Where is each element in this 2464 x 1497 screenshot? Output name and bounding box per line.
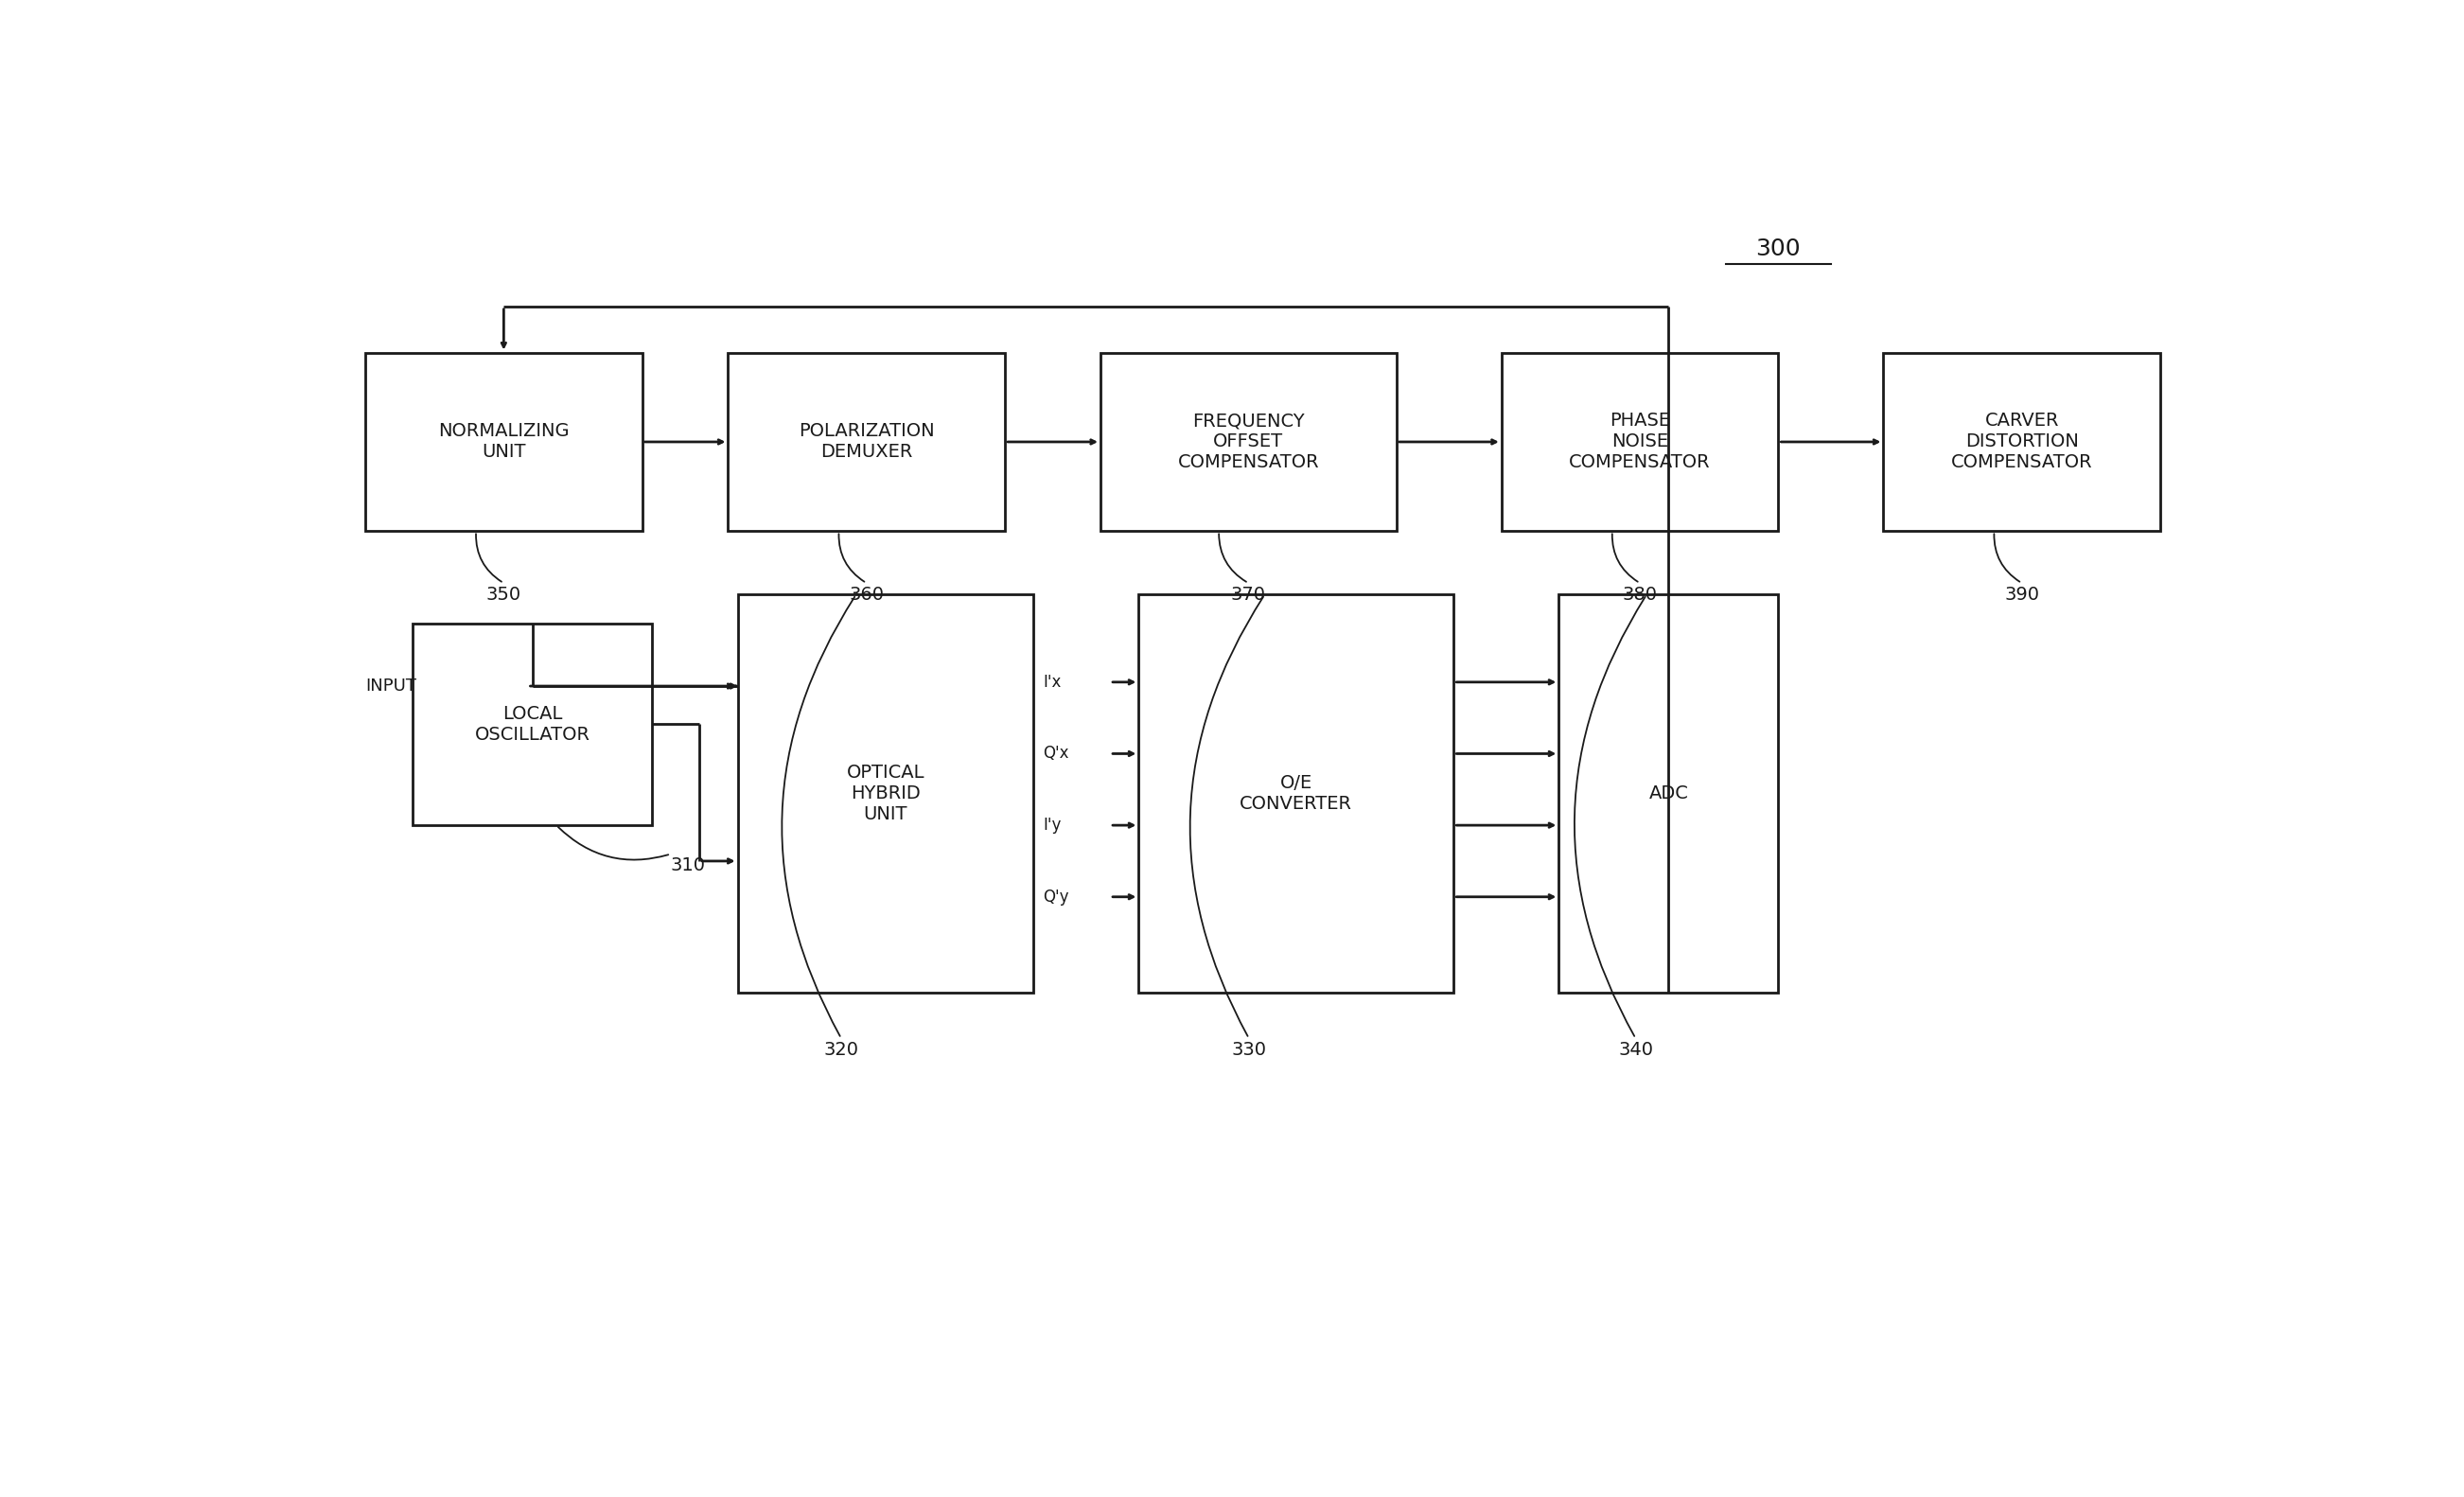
Text: 360: 360: [850, 585, 885, 603]
Bar: [729, 352, 1005, 531]
Text: Q'y: Q'y: [1042, 888, 1069, 906]
Text: NORMALIZING
UNIT: NORMALIZING UNIT: [439, 422, 569, 461]
Bar: [365, 352, 643, 531]
Text: PHASE
NOISE
COMPENSATOR: PHASE NOISE COMPENSATOR: [1570, 412, 1710, 472]
Text: 340: 340: [1619, 1040, 1653, 1058]
Text: I'x: I'x: [1042, 674, 1062, 690]
Text: CARVER
DISTORTION
COMPENSATOR: CARVER DISTORTION COMPENSATOR: [1951, 412, 2092, 472]
Text: FREQUENCY
OFFSET
COMPENSATOR: FREQUENCY OFFSET COMPENSATOR: [1178, 412, 1318, 472]
Bar: [1501, 352, 1779, 531]
Bar: [1138, 594, 1454, 993]
Text: I'y: I'y: [1042, 817, 1062, 834]
Bar: [414, 623, 650, 825]
Text: 310: 310: [670, 856, 705, 874]
Text: INPUT: INPUT: [365, 678, 416, 695]
Text: Q'x: Q'x: [1042, 746, 1069, 762]
Text: O/E
CONVERTER: O/E CONVERTER: [1239, 774, 1353, 813]
Text: LOCAL
OSCILLATOR: LOCAL OSCILLATOR: [476, 705, 589, 744]
Text: ADC: ADC: [1648, 784, 1688, 802]
Text: 300: 300: [1757, 238, 1801, 260]
Text: 330: 330: [1232, 1040, 1266, 1058]
Text: 380: 380: [1621, 585, 1658, 603]
Bar: [1560, 594, 1779, 993]
Text: 320: 320: [823, 1040, 860, 1058]
Bar: [737, 594, 1035, 993]
Text: 350: 350: [485, 585, 522, 603]
Text: OPTICAL
HYBRID
UNIT: OPTICAL HYBRID UNIT: [848, 763, 924, 823]
Text: 370: 370: [1232, 585, 1266, 603]
Text: POLARIZATION
DEMUXER: POLARIZATION DEMUXER: [798, 422, 934, 461]
Bar: [1882, 352, 2161, 531]
Bar: [1101, 352, 1397, 531]
Text: 390: 390: [2003, 585, 2040, 603]
